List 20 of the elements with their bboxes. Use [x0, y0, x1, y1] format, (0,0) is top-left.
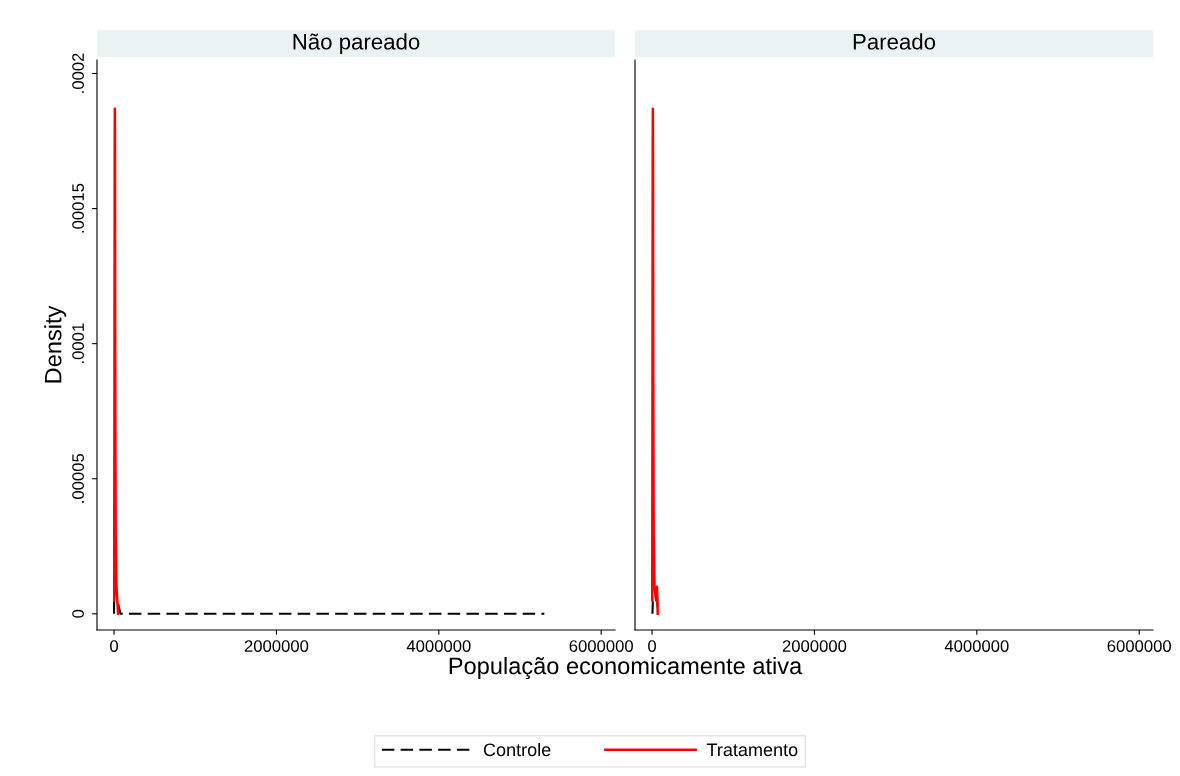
x-tick-label: 4000000: [406, 640, 471, 652]
legend-label: Controle: [483, 742, 551, 757]
y-tick-label: .0001: [72, 323, 84, 363]
x-axis-title: População economicamente ativa: [449, 656, 803, 680]
x-tick-label: 6000000: [569, 640, 633, 652]
y-tick-label: .00005: [72, 453, 84, 503]
x-tick-label: 0: [648, 640, 657, 652]
x-tick-label: 6000000: [1107, 640, 1171, 652]
x-tick-label: 4000000: [944, 640, 1009, 652]
legend-label: Tratamento: [706, 743, 798, 757]
y-tick-label: .0002: [72, 53, 84, 93]
y-tick-label: 0: [72, 609, 84, 618]
chart-title: Pareado: [853, 33, 936, 50]
line-series: [112, 107, 120, 616]
chart-title: Não pareado: [293, 33, 420, 55]
y-tick-label: .00015: [72, 183, 84, 233]
x-tick-label: 2000000: [782, 640, 847, 652]
x-tick-label: 0: [110, 640, 119, 652]
y-axis-title: Density: [44, 305, 67, 383]
x-tick-label: 2000000: [244, 640, 309, 652]
